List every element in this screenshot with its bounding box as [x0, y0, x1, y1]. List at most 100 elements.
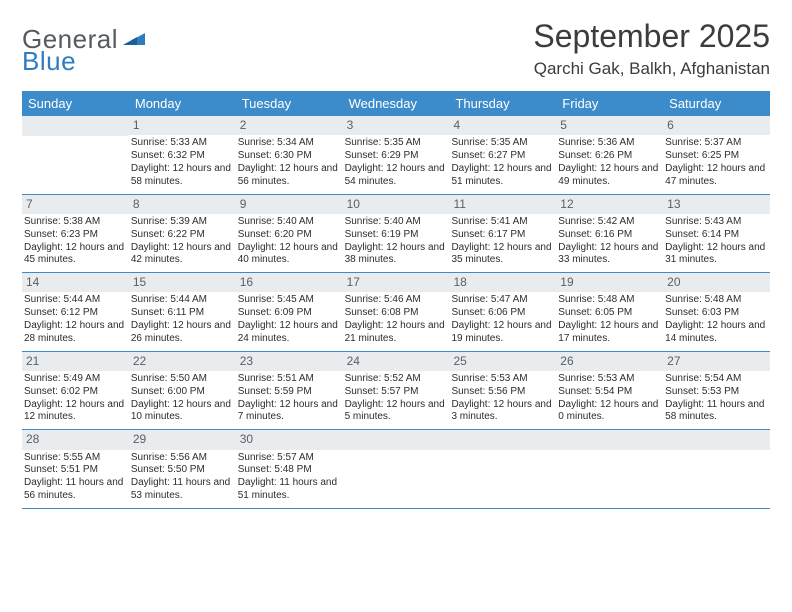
brand-triangle-icon: [123, 31, 145, 45]
day-number: [663, 430, 770, 450]
sunrise-text: Sunrise: 5:51 AM: [238, 373, 340, 386]
sunset-text: Sunset: 6:27 PM: [451, 150, 553, 163]
day-number: 27: [663, 352, 770, 371]
day-number: [449, 430, 556, 450]
day-number: 22: [129, 352, 236, 371]
location-text: Qarchi Gak, Balkh, Afghanistan: [533, 59, 770, 79]
daylight-text: Daylight: 12 hours and 51 minutes.: [451, 163, 553, 189]
day-cell: [343, 430, 450, 508]
sunrise-text: Sunrise: 5:46 AM: [345, 294, 447, 307]
sunrise-text: Sunrise: 5:53 AM: [451, 373, 553, 386]
sunrise-text: Sunrise: 5:56 AM: [131, 452, 233, 465]
sunset-text: Sunset: 6:25 PM: [665, 150, 767, 163]
daylight-text: Daylight: 12 hours and 45 minutes.: [24, 242, 126, 268]
sunrise-text: Sunrise: 5:41 AM: [451, 216, 553, 229]
sunrise-text: Sunrise: 5:40 AM: [345, 216, 447, 229]
day-cell: 7Sunrise: 5:38 AMSunset: 6:23 PMDaylight…: [22, 195, 129, 273]
day-cell: 20Sunrise: 5:48 AMSunset: 6:03 PMDayligh…: [663, 273, 770, 351]
day-number: 26: [556, 352, 663, 371]
daylight-text: Daylight: 12 hours and 58 minutes.: [131, 163, 233, 189]
daylight-text: Daylight: 11 hours and 58 minutes.: [665, 399, 767, 425]
sunrise-text: Sunrise: 5:48 AM: [665, 294, 767, 307]
page-header: General September 2025 Qarchi Gak, Balkh…: [22, 18, 770, 79]
daylight-text: Daylight: 12 hours and 21 minutes.: [345, 320, 447, 346]
sunset-text: Sunset: 6:22 PM: [131, 229, 233, 242]
sunrise-text: Sunrise: 5:54 AM: [665, 373, 767, 386]
daylight-text: Daylight: 12 hours and 38 minutes.: [345, 242, 447, 268]
daylight-text: Daylight: 11 hours and 53 minutes.: [131, 477, 233, 503]
day-cell: 16Sunrise: 5:45 AMSunset: 6:09 PMDayligh…: [236, 273, 343, 351]
month-title: September 2025: [533, 18, 770, 55]
day-number: 4: [449, 116, 556, 135]
day-number: 10: [343, 195, 450, 214]
day-number: 23: [236, 352, 343, 371]
day-cell: 10Sunrise: 5:40 AMSunset: 6:19 PMDayligh…: [343, 195, 450, 273]
day-cell: 13Sunrise: 5:43 AMSunset: 6:14 PMDayligh…: [663, 195, 770, 273]
sunrise-text: Sunrise: 5:39 AM: [131, 216, 233, 229]
daylight-text: Daylight: 12 hours and 31 minutes.: [665, 242, 767, 268]
day-number: 25: [449, 352, 556, 371]
day-number: 2: [236, 116, 343, 135]
day-cell: 21Sunrise: 5:49 AMSunset: 6:02 PMDayligh…: [22, 352, 129, 430]
sunset-text: Sunset: 6:20 PM: [238, 229, 340, 242]
daylight-text: Daylight: 12 hours and 24 minutes.: [238, 320, 340, 346]
daylight-text: Daylight: 12 hours and 54 minutes.: [345, 163, 447, 189]
day-cell: 11Sunrise: 5:41 AMSunset: 6:17 PMDayligh…: [449, 195, 556, 273]
sunset-text: Sunset: 5:53 PM: [665, 386, 767, 399]
day-number: 3: [343, 116, 450, 135]
day-number: 9: [236, 195, 343, 214]
day-number: 12: [556, 195, 663, 214]
day-number: 14: [22, 273, 129, 292]
sunrise-text: Sunrise: 5:45 AM: [238, 294, 340, 307]
week-row: 14Sunrise: 5:44 AM Sunset: 6:12 PM Dayligh…: [22, 273, 770, 352]
day-number: 15: [129, 273, 236, 292]
day-number: 29: [129, 430, 236, 449]
week-row: 21Sunrise: 5:49 AMSunset: 6:02 PMDayligh…: [22, 352, 770, 431]
weekday-header: Tuesday: [236, 91, 343, 116]
daylight-text: Daylight: 12 hours and 3 minutes.: [451, 399, 553, 425]
day-cell: 27 Sunrise: 5:54 AMSunset: 5:53 PMDayligh…: [663, 352, 770, 430]
calendar-page: General September 2025 Qarchi Gak, Balkh…: [0, 0, 792, 612]
day-number: [556, 430, 663, 450]
sunset-text: Sunset: 6:23 PM: [24, 229, 126, 242]
sunrise-text: Sunrise: 5:40 AM: [238, 216, 340, 229]
sunset-text: Sunset: 6:02 PM: [24, 386, 126, 399]
day-cell: 1Sunrise: 5:33 AMSunset: 6:32 PMDaylight…: [129, 116, 236, 194]
day-cell: 22 Sunrise: 5:50 AMSunset: 6:00 PMDayligh…: [129, 352, 236, 430]
day-number: 24: [343, 352, 450, 371]
weekday-header: Thursday: [449, 91, 556, 116]
sunrise-text: Sunrise: 5:50 AM: [131, 373, 233, 386]
sunset-text: Sunset: 6:12 PM: [24, 307, 126, 320]
daylight-text: Daylight: 12 hours and 40 minutes.: [238, 242, 340, 268]
daylight-text: Daylight: 12 hours and 19 minutes.: [451, 320, 553, 346]
daylight-text: Daylight: 12 hours and 49 minutes.: [558, 163, 660, 189]
daylight-text: Daylight: 12 hours and 0 minutes.: [558, 399, 660, 425]
daylight-text: Daylight: 12 hours and 10 minutes.: [131, 399, 233, 425]
daylight-text: Daylight: 12 hours and 12 minutes.: [24, 399, 126, 425]
sunrise-text: Sunrise: 5:35 AM: [451, 137, 553, 150]
sunset-text: Sunset: 6:32 PM: [131, 150, 233, 163]
daylight-text: Daylight: 12 hours and 7 minutes.: [238, 399, 340, 425]
weekday-header-row: SundayMondayTuesdayWednesdayThursdayFrid…: [22, 91, 770, 116]
daylight-text: Daylight: 12 hours and 42 minutes.: [131, 242, 233, 268]
sunrise-text: Sunrise: 5:34 AM: [238, 137, 340, 150]
day-cell: 4 Sunrise: 5:35 AMSunset: 6:27 PMDaylight…: [449, 116, 556, 194]
day-cell: [22, 116, 129, 194]
sunset-text: Sunset: 6:05 PM: [558, 307, 660, 320]
sunrise-text: Sunrise: 5:44 AM: [131, 294, 233, 307]
daylight-text: Daylight: 12 hours and 17 minutes.: [558, 320, 660, 346]
sunset-text: Sunset: 5:59 PM: [238, 386, 340, 399]
day-cell: 30Sunrise: 5:57 AMSunset: 5:48 PMDayligh…: [236, 430, 343, 508]
sunset-text: Sunset: 6:00 PM: [131, 386, 233, 399]
sunrise-text: Sunrise: 5:42 AM: [558, 216, 660, 229]
day-cell: 24Sunrise: 5:52 AMSunset: 5:57 PMDayligh…: [343, 352, 450, 430]
sunset-text: Sunset: 6:26 PM: [558, 150, 660, 163]
daylight-text: Daylight: 11 hours and 56 minutes.: [24, 477, 126, 503]
title-block: September 2025 Qarchi Gak, Balkh, Afghan…: [533, 18, 770, 79]
day-cell: 19Sunrise: 5:48 AMSunset: 6:05 PMDayligh…: [556, 273, 663, 351]
day-cell: [556, 430, 663, 508]
sunrise-text: Sunrise: 5:53 AM: [558, 373, 660, 386]
day-number: 6: [663, 116, 770, 135]
day-number: 20: [663, 273, 770, 292]
week-row: 28Sunrise: 5:55 AMSunset: 5:51 PMDayligh…: [22, 430, 770, 509]
